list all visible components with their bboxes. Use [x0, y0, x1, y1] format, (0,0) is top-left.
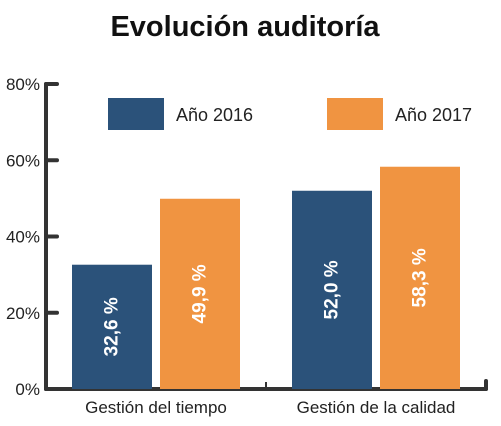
legend-label: Año 2016: [176, 105, 253, 125]
y-tick-label: 80%: [6, 75, 40, 94]
y-tick-label: 60%: [6, 151, 40, 170]
chart-bars: 32,6 % 49,9 % 52,0 % 58,3 %: [72, 166, 460, 389]
bar-data-label: 52,0 %: [322, 260, 343, 319]
chart-legend: Año 2016 Año 2017: [108, 98, 472, 130]
y-tick-label: 20%: [6, 304, 40, 323]
x-category-label: Gestión del tiempo: [85, 398, 227, 417]
x-category-label: Gestión de la calidad: [297, 398, 456, 417]
y-tick-label: 40%: [6, 228, 40, 247]
bar-data-label: 49,9 %: [190, 264, 211, 323]
bar-data-label: 58,3 %: [410, 248, 431, 307]
legend-label: Año 2017: [395, 105, 472, 125]
bar: [380, 166, 460, 389]
bar-data-label: 32,6 %: [102, 297, 123, 356]
y-tick-label: 0%: [15, 380, 40, 399]
bar: [72, 264, 152, 389]
chart-title: Evolución auditoría: [110, 11, 380, 43]
legend-swatch: [327, 98, 383, 130]
bar: [292, 190, 372, 389]
legend-swatch: [108, 98, 164, 130]
bar: [160, 198, 240, 389]
